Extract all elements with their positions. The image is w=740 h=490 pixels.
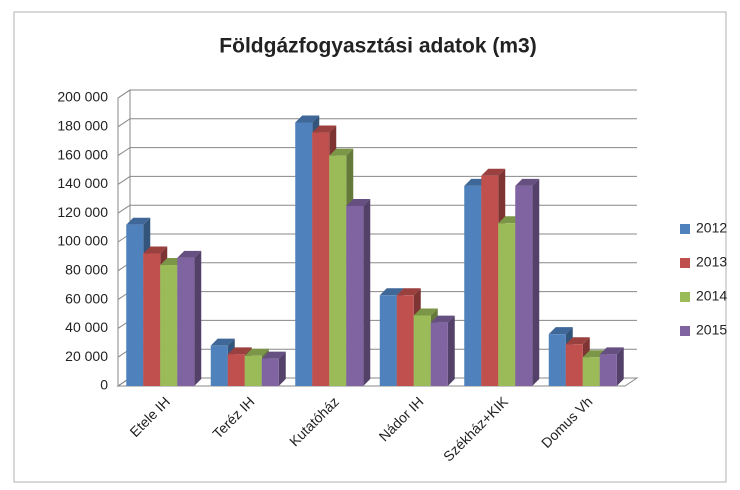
chart-title: Földgázfogyasztási adatok (m3) [219,35,536,58]
y-tick-label: 180 000 [57,118,108,134]
y-tick-label: 100 000 [57,233,108,249]
y-tick-label: 200 000 [57,89,108,105]
bar [227,354,245,386]
grid-line [117,118,637,128]
bar [244,355,262,386]
y-tick-label: 20 000 [65,348,108,364]
legend-swatch [680,224,690,234]
bar [498,223,516,386]
y-tick-label: 160 000 [57,146,108,162]
y-tick-label: 40 000 [65,319,108,335]
bar [143,253,161,386]
bar-top [126,217,151,225]
bar-top [346,199,371,206]
bar [295,122,313,386]
y-tick-label: 0 [100,377,108,393]
bar-top [379,288,404,296]
grid-line [117,89,637,99]
bar [329,155,347,386]
bar [261,358,279,386]
legend-label: 2015 [696,322,727,338]
bar-side [194,250,202,386]
y-tick-label: 80 000 [65,262,108,278]
bar [396,295,414,386]
bar-top [312,125,337,133]
y-tick-label: 140 000 [57,175,108,191]
bar [379,295,397,386]
bar-top [244,348,269,356]
bar [430,322,448,386]
bar-top [396,288,421,296]
grid-line [117,147,637,157]
bar [582,357,600,386]
bar [346,206,364,386]
legend-label: 2013 [696,254,727,270]
bar-top [481,168,506,176]
bar-top [261,351,286,359]
bar-side [616,347,624,386]
bar-top [227,347,252,355]
legend-label: 2014 [696,288,727,304]
bar [464,185,482,386]
legend-swatch [680,326,690,336]
bar [126,224,144,386]
bar-top [329,148,354,156]
legend-swatch [680,292,690,302]
bar [177,257,195,386]
bar-top [210,338,235,346]
bar-top [143,246,168,254]
bar-top [599,347,624,355]
bar [599,354,617,386]
bar [565,344,583,386]
bar-side [278,351,286,386]
bar-side [532,178,540,386]
y-tick-label: 60 000 [65,290,108,306]
y-tick-label: 120 000 [57,204,108,220]
bar-top [548,327,573,335]
bar [160,265,178,386]
bar-top [565,337,590,345]
bar [515,185,533,386]
bar-side [447,315,455,386]
bar-side [363,199,371,386]
bar-top [295,115,320,123]
legend-label: 2012 [696,220,727,236]
bar [413,315,431,386]
bar-top [515,178,540,186]
bar-top [430,315,455,323]
bar [548,334,566,386]
bar [210,345,228,386]
bar-top [177,250,202,258]
bar [312,132,330,386]
bar [481,175,499,386]
legend-swatch [680,258,690,268]
grid-line [117,175,637,185]
bar-top [413,308,438,316]
